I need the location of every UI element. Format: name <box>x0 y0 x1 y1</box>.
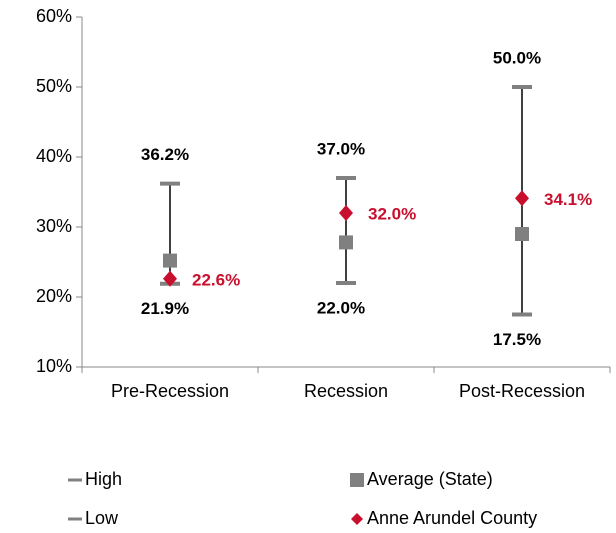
high-label: 50.0% <box>493 48 541 67</box>
legend-marker <box>351 513 363 525</box>
y-tick-label: 40% <box>36 146 72 166</box>
county-marker <box>163 270 177 287</box>
x-tick-label: Recession <box>304 381 388 401</box>
y-tick-label: 20% <box>36 286 72 306</box>
county-label: 34.1% <box>544 190 592 209</box>
county-label: 22.6% <box>192 270 240 289</box>
legend-marker <box>350 473 364 487</box>
average-marker <box>339 235 353 250</box>
x-tick-label: Pre-Recession <box>111 381 229 401</box>
county-marker <box>515 190 529 207</box>
x-tick-label: Post-Recession <box>459 381 585 401</box>
y-tick-label: 30% <box>36 216 72 236</box>
y-tick-label: 50% <box>36 76 72 96</box>
y-tick-label: 60% <box>36 6 72 26</box>
high-label: 36.2% <box>141 145 189 164</box>
low-label: 22.0% <box>317 298 365 317</box>
average-marker <box>163 253 177 268</box>
average-marker <box>515 227 529 241</box>
y-tick-label: 10% <box>36 356 72 376</box>
low-label: 21.9% <box>141 299 189 318</box>
low-label: 17.5% <box>493 330 541 349</box>
county-marker <box>339 205 353 221</box>
legend-label: Average (State) <box>367 469 493 489</box>
county-label: 32.0% <box>368 204 416 223</box>
legend-label: Low <box>85 508 119 528</box>
high-label: 37.0% <box>317 139 365 158</box>
legend-label: High <box>85 469 122 489</box>
legend-label: Anne Arundel County <box>367 508 537 528</box>
